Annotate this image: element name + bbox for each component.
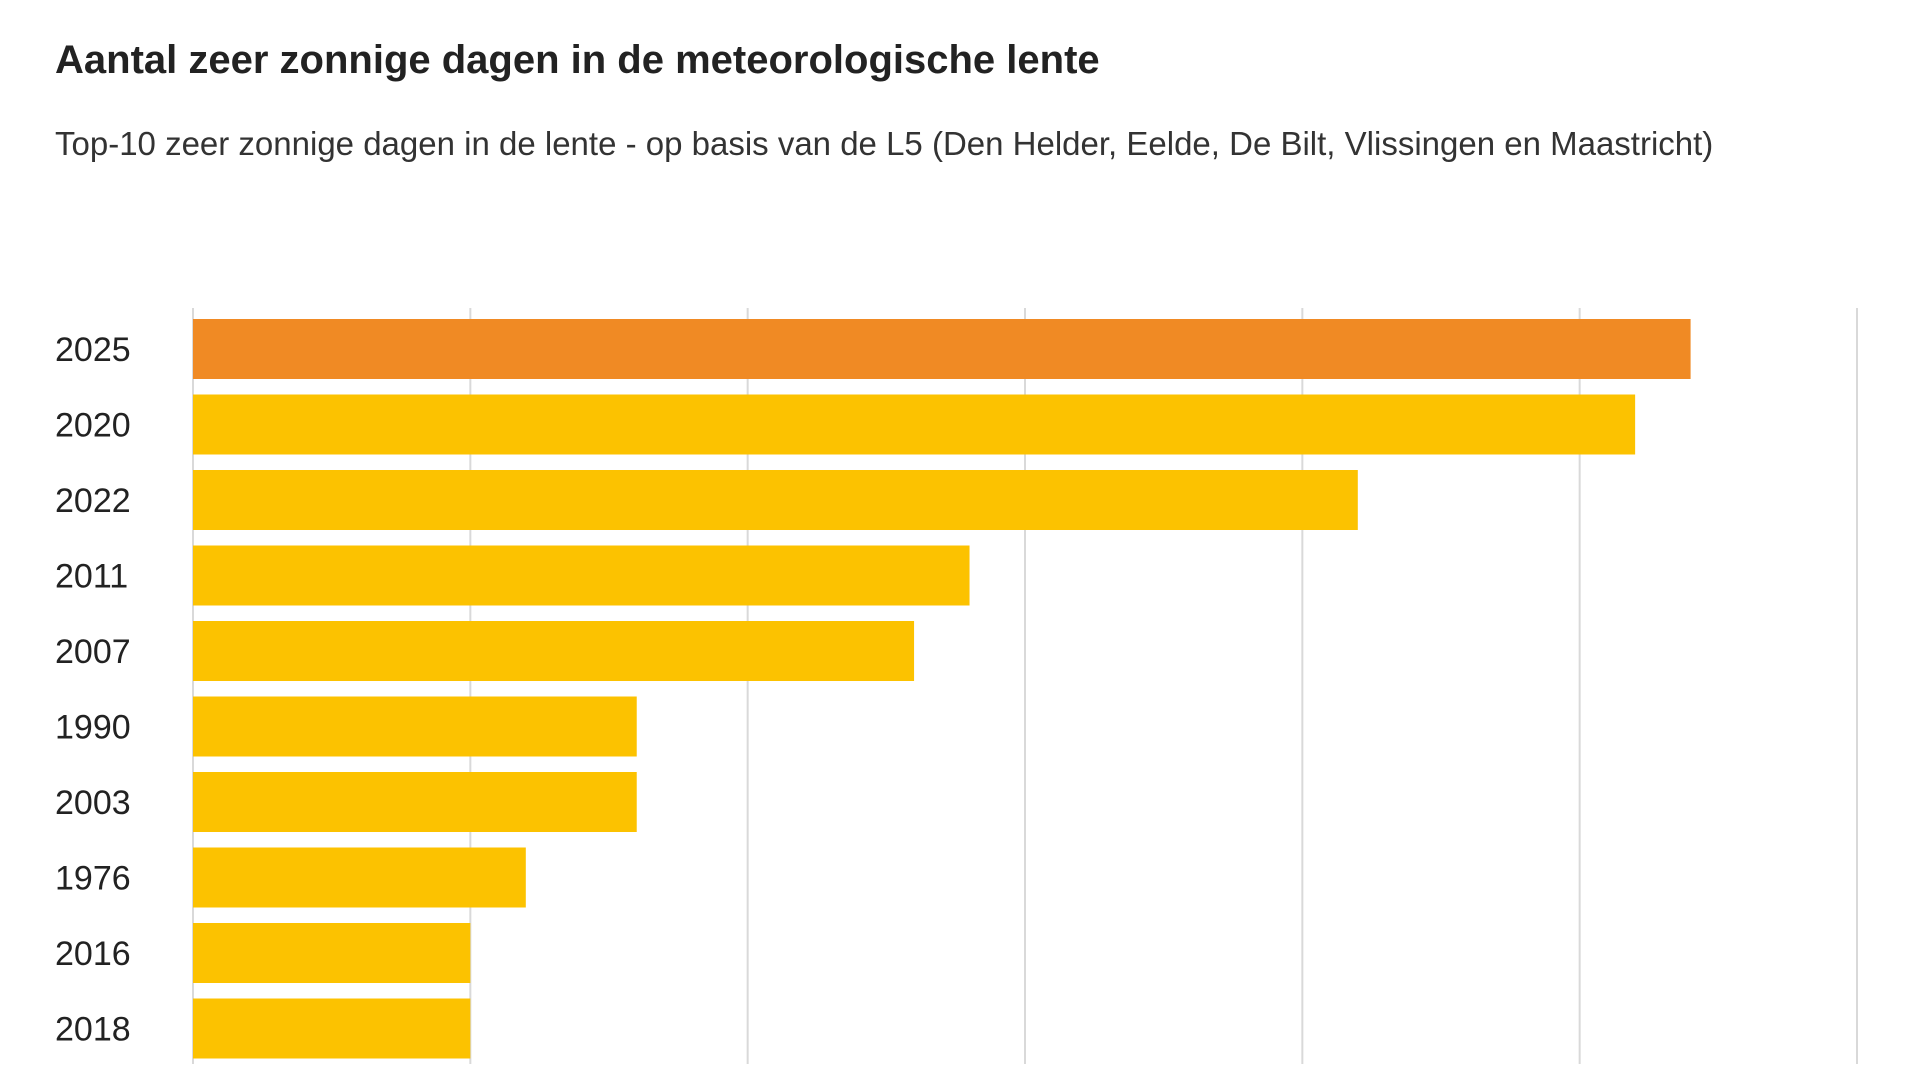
category-label-2016: 2016: [55, 935, 131, 973]
bar-1976: [193, 847, 526, 908]
category-label-2018: 2018: [55, 1011, 131, 1049]
chart-title: Aantal zeer zonnige dagen in de meteorol…: [55, 38, 1100, 82]
bar-2007: [193, 621, 915, 681]
category-label-2025: 2025: [55, 331, 131, 369]
category-label-2011: 2011: [55, 558, 128, 596]
bar-2018: [193, 998, 471, 1059]
category-label-2022: 2022: [55, 482, 131, 520]
category-label-2020: 2020: [55, 407, 131, 445]
chart-subtitle: Top-10 zeer zonnige dagen in de lente - …: [55, 125, 1714, 162]
bar-2025: [193, 319, 1691, 379]
category-label-2007: 2007: [55, 633, 131, 671]
category-label-2003: 2003: [55, 784, 131, 822]
bar-2003: [193, 772, 637, 832]
bar-2020: [193, 394, 1636, 455]
bar-2022: [193, 470, 1358, 530]
category-label-1990: 1990: [55, 709, 131, 747]
bar-1990: [193, 696, 637, 757]
category-label-1976: 1976: [55, 860, 131, 898]
bar-2011: [193, 545, 970, 606]
bar-2016: [193, 923, 471, 983]
